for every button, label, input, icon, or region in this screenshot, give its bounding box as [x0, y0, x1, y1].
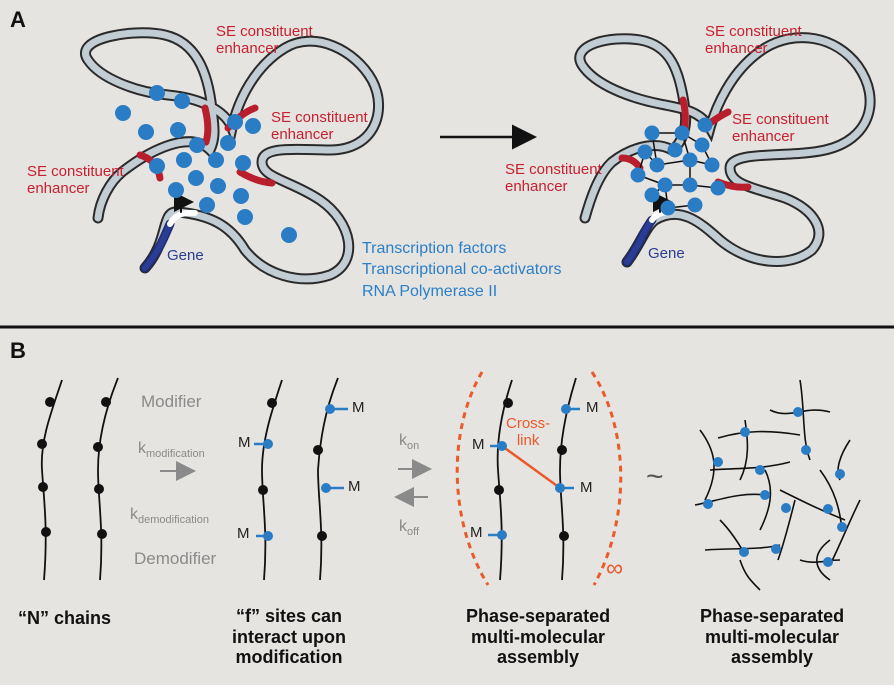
chain-sites [37, 397, 111, 539]
k-modification-label: kmodification [138, 440, 205, 461]
k-off-label: koff [399, 518, 419, 539]
enhancer-label: SE constituent enhancer [705, 23, 802, 58]
chromatin-right [574, 32, 876, 268]
k-subscript: off [407, 526, 420, 539]
panel-b-label: B [10, 338, 26, 363]
k-subscript: modification [146, 448, 205, 461]
crosslink-label-line2: link [516, 431, 540, 449]
enhancer-label-line2: enhancer [27, 179, 90, 197]
k-symbol: k [399, 518, 407, 535]
m-label: M [237, 525, 250, 542]
m-label: M [586, 399, 599, 416]
m-label: M [580, 479, 593, 496]
enhancer-label: SE constituent enhancer [27, 163, 124, 198]
k-symbol: k [399, 432, 407, 449]
caption-line: Phase-separated [466, 606, 611, 626]
enhancer-label: SE constituent enhancer [505, 161, 602, 196]
tss-arrow [174, 192, 194, 213]
proteins-left [115, 85, 297, 243]
modifier-label: Modifier [141, 392, 202, 411]
protein-legend: Transcription factors Transcriptional co… [362, 238, 561, 302]
legend-item: RNA Polymerase II [362, 282, 498, 300]
caption-line: “f” sites can [235, 606, 343, 626]
caption-line: assembly [731, 647, 814, 668]
legend-item: Transcription factors [362, 240, 507, 257]
enhancer-label-line2: enhancer [271, 125, 334, 143]
chain-sites-f [258, 398, 335, 541]
caption-line: assembly [497, 647, 580, 668]
crosslink-label: Cross- link [506, 415, 551, 450]
enhancer-segment [236, 168, 276, 187]
chains-n [40, 377, 119, 581]
enhancer-label-line1: SE constituent [505, 161, 602, 178]
caption-assembly: Phase-separated multi-molecular assembly [466, 606, 610, 668]
k-subscript: demodification [138, 514, 209, 527]
enhancer-label-line1: SE constituent [705, 23, 802, 40]
k-symbol: k [130, 506, 138, 523]
enhancer-label: SE constituent enhancer [271, 109, 368, 144]
legend-item: Transcriptional co-activators [362, 261, 562, 279]
enhancer-segment [201, 104, 212, 146]
network-assembly [694, 379, 861, 591]
tilde-symbol: ~ [646, 460, 664, 493]
chromatin-left [80, 27, 385, 285]
gene-label: Gene [167, 247, 204, 264]
enhancer-label-line2: enhancer [705, 39, 768, 57]
k-symbol: k [138, 440, 146, 457]
caption-line: multi-molecular [471, 626, 606, 647]
demodifier-label: Demodifier [134, 549, 217, 568]
crosslink-line [501, 444, 561, 490]
caption-line: Phase-separated [700, 606, 845, 626]
enhancer-label-line2: enhancer [732, 127, 795, 145]
enhancer-label-line1: SE constituent [732, 111, 829, 128]
enhancer-label-line2: enhancer [216, 39, 279, 57]
m-label: M [472, 436, 485, 453]
gene-label: Gene [648, 245, 685, 262]
enhancer-label-line2: enhancer [505, 177, 568, 195]
m-label: M [238, 434, 251, 451]
m-label: M [352, 399, 365, 416]
m-label: M [348, 478, 361, 495]
k-on-label: kon [399, 432, 419, 453]
chain-sites-assembly [494, 398, 571, 541]
caption-n-chains: “N” chains [18, 608, 112, 628]
enhancer-segment [618, 154, 644, 172]
caption-line: multi-molecular [705, 626, 840, 647]
enhancer-label: SE constituent enhancer [732, 111, 829, 146]
condensate-right [630, 117, 726, 216]
network-nodes [703, 407, 847, 567]
k-demodification-label: kdemodification [130, 506, 209, 527]
enhancer-label-line1: SE constituent [27, 163, 124, 180]
assembly-brackets [455, 371, 623, 586]
caption-line: interact upon [232, 626, 347, 647]
k-subscript: on [407, 440, 420, 453]
enhancer-label: SE constituent enhancer [216, 23, 313, 58]
panel-a-label: A [10, 7, 26, 32]
enhancer-label-line1: SE constituent [216, 23, 313, 40]
enhancer-label-line1: SE constituent [271, 109, 368, 126]
infinity-symbol: ∞ [606, 555, 624, 582]
m-label: M [470, 524, 483, 541]
caption-line: modification [235, 647, 343, 668]
caption-f-sites: “f” sites can interact upon modification [232, 606, 346, 668]
caption-network: Phase-separated multi-molecular assembly [700, 606, 844, 668]
crosslink-label-line1: Cross- [506, 415, 551, 432]
